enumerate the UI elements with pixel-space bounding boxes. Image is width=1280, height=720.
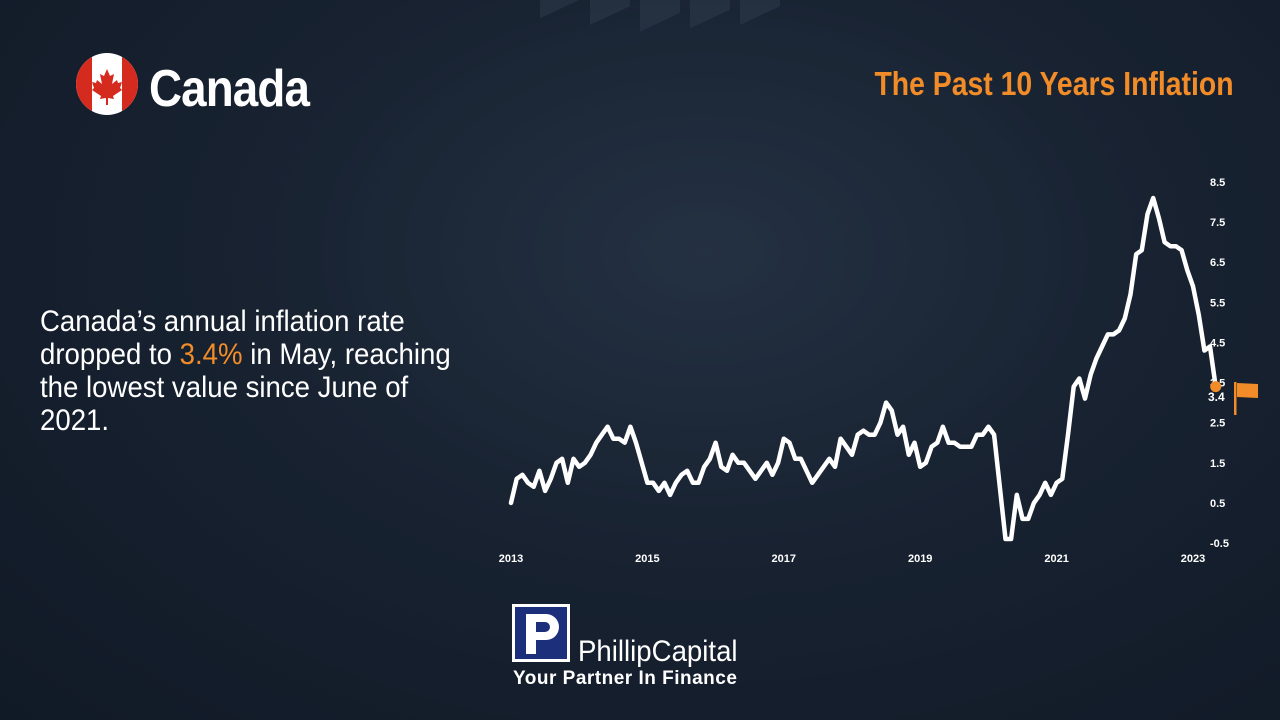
- headline-text: Canada’s annual inflation rate dropped t…: [40, 305, 472, 437]
- canada-flag-icon: [76, 53, 138, 115]
- x-axis-ticks: 2013 2015 2017 2019 2021 2023: [499, 553, 1205, 565]
- last-value-label: 3.4: [1208, 390, 1225, 404]
- headline-after: in May, reaching the lowest value since …: [40, 338, 451, 437]
- y-tick-label: 1.5: [1210, 458, 1225, 470]
- y-tick-label: 7.5: [1210, 217, 1225, 229]
- phillip-capital-logo-icon: [512, 604, 570, 662]
- headline-before: Canada’s annual inflation rate dropped t…: [40, 305, 405, 371]
- x-tick-label: 2021: [1044, 553, 1068, 565]
- x-tick-label: 2017: [772, 553, 796, 565]
- headline-value: 3.4%: [179, 338, 243, 371]
- y-tick-label: 4.5: [1210, 337, 1225, 349]
- chart-title: The Past 10 Years Inflation: [874, 65, 1234, 102]
- flag-icon: [1234, 382, 1258, 415]
- brand-tagline: Your Partner In Finance: [513, 668, 738, 689]
- y-tick-label: 5.5: [1210, 297, 1225, 309]
- y-tick-label: -0.5: [1210, 538, 1229, 550]
- y-tick-label: 2.5: [1210, 418, 1225, 430]
- last-value-dot: [1210, 381, 1222, 393]
- y-tick-label: 0.5: [1210, 498, 1225, 510]
- y-axis-ticks: 8.57.56.55.54.53.52.51.50.5-0.5: [1210, 177, 1229, 550]
- x-tick-label: 2019: [908, 553, 932, 565]
- end-marker-group: 3.4: [1208, 381, 1258, 415]
- y-tick-label: 6.5: [1210, 257, 1225, 269]
- brand-name: PhillipCapital: [578, 635, 738, 668]
- country-title: Canada: [149, 60, 310, 118]
- x-tick-label: 2013: [499, 553, 523, 565]
- series-group: [508, 195, 1218, 542]
- y-tick-label: 8.5: [1210, 177, 1225, 189]
- series-line: [508, 195, 1218, 542]
- x-tick-label: 2023: [1181, 553, 1205, 565]
- x-tick-label: 2015: [635, 553, 659, 565]
